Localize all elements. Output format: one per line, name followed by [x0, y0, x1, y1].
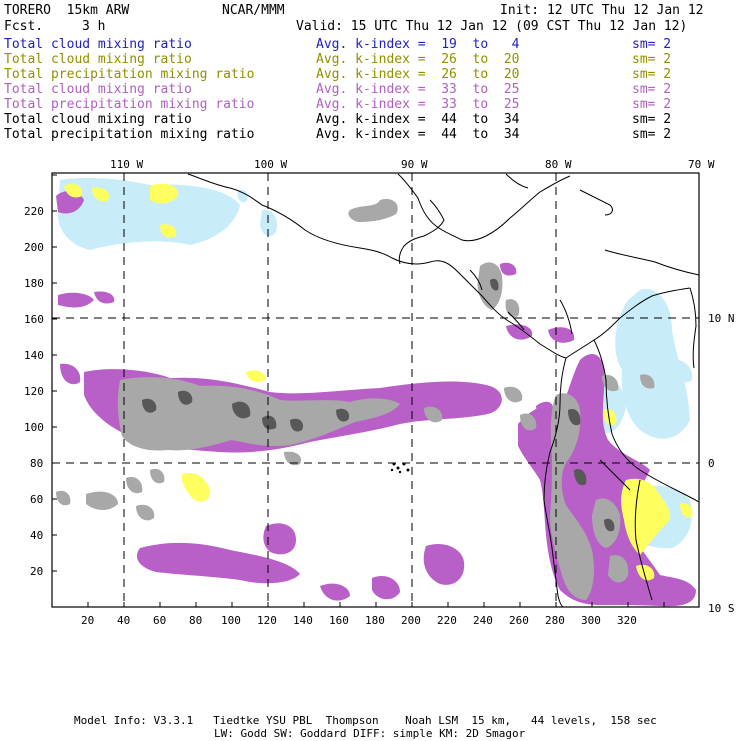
- lon-label-80w: 80 W: [545, 158, 572, 171]
- y-tick-label: 120: [24, 385, 44, 398]
- legend-sm: sm= 2: [632, 97, 672, 112]
- legend-field: Total cloud mixing ratio: [4, 37, 192, 52]
- x-tick-label: 240: [473, 614, 493, 627]
- valid-time: Valid: 15 UTC Thu 12 Jan 12 (09 CST Thu …: [296, 19, 688, 34]
- axis-ticks: [52, 174, 665, 607]
- y-tick-label: 140: [24, 349, 44, 362]
- legend-sm: sm= 2: [632, 67, 672, 82]
- y-tick-label: 220: [24, 205, 44, 218]
- legend-sm: sm= 2: [632, 82, 672, 97]
- legend-kindex: Avg. k-index = 19 to 4: [316, 37, 520, 52]
- x-tick-label: 120: [257, 614, 277, 627]
- model-info: Model Info: V3.3.1 Tiedtke YSU PBL Thomp…: [74, 714, 657, 727]
- legend-sm: sm= 2: [632, 52, 672, 67]
- legend-kindex: Avg. k-index = 26 to 20: [316, 67, 520, 82]
- lat-label-0: 0: [708, 457, 715, 470]
- y-tick-label: 200: [24, 241, 44, 254]
- y-tick-label: 60: [30, 493, 44, 506]
- x-tick-label: 80: [189, 614, 203, 627]
- y-tick-label: 40: [30, 529, 44, 542]
- legend-field: Total cloud mixing ratio: [4, 52, 192, 67]
- init-time: Init: 12 UTC Thu 12 Jan 12: [500, 3, 704, 18]
- legend-kindex: Avg. k-index = 26 to 20: [316, 52, 520, 67]
- legend-sm: sm= 2: [632, 112, 672, 127]
- legend-field: Total cloud mixing ratio: [4, 82, 192, 97]
- dark-gray-cloud-cores: [142, 278, 615, 532]
- x-tick-label: 280: [545, 614, 565, 627]
- lat-label-10s: 10 S: [708, 602, 735, 615]
- legend-sm: sm= 2: [632, 37, 672, 52]
- x-tick-label: 60: [153, 614, 167, 627]
- legend-kindex: Avg. k-index = 44 to 34: [316, 127, 520, 142]
- forecast-label: Fcst.: [4, 19, 44, 34]
- x-tick-label: 260: [509, 614, 529, 627]
- legend-field: Total precipitation mixing ratio: [4, 127, 255, 142]
- y-tick-label: 100: [24, 421, 44, 434]
- legend-field: Total cloud mixing ratio: [4, 112, 192, 127]
- y-tick-label: 160: [24, 313, 44, 326]
- y-tick-label: 20: [30, 565, 44, 578]
- legend-sm: sm= 2: [632, 127, 672, 142]
- legend-field: Total precipitation mixing ratio: [4, 97, 255, 112]
- model-physics: LW: Godd SW: Goddard DIFF: simple KM: 2D…: [214, 727, 526, 740]
- galapagos-islands: [390, 462, 410, 474]
- x-tick-label: 180: [365, 614, 385, 627]
- x-tick-label: 140: [293, 614, 313, 627]
- x-tick-label: 20: [81, 614, 95, 627]
- lat-label-10n: 10 N: [708, 312, 735, 325]
- lon-label-70w: 70 W: [688, 158, 715, 171]
- x-tick-label: 300: [581, 614, 601, 627]
- y-tick-label: 80: [30, 457, 44, 470]
- organization: NCAR/MMM: [222, 3, 285, 18]
- x-tick-label: 200: [401, 614, 421, 627]
- x-tick-label: 220: [437, 614, 457, 627]
- lat-lon-grid: [52, 173, 699, 607]
- coastlines: [187, 173, 700, 608]
- lon-label-100w: 100 W: [254, 158, 288, 171]
- x-tick-label: 100: [221, 614, 241, 627]
- forecast-hours: 3 h: [82, 19, 106, 34]
- y-tick-label: 180: [24, 277, 44, 290]
- legend-kindex: Avg. k-index = 33 to 25: [316, 82, 520, 97]
- legend-field: Total precipitation mixing ratio: [4, 67, 255, 82]
- x-tick-label: 160: [329, 614, 349, 627]
- lon-label-110w: 110 W: [110, 158, 144, 171]
- x-tick-label: 320: [617, 614, 637, 627]
- legend-kindex: Avg. k-index = 44 to 34: [316, 112, 520, 127]
- lon-label-90w: 90 W: [401, 158, 428, 171]
- x-tick-label: 40: [117, 614, 131, 627]
- yellow-cloud-areas: [64, 183, 693, 581]
- legend-kindex: Avg. k-index = 33 to 25: [316, 97, 520, 112]
- model-title: TORERO 15km ARW: [4, 3, 130, 18]
